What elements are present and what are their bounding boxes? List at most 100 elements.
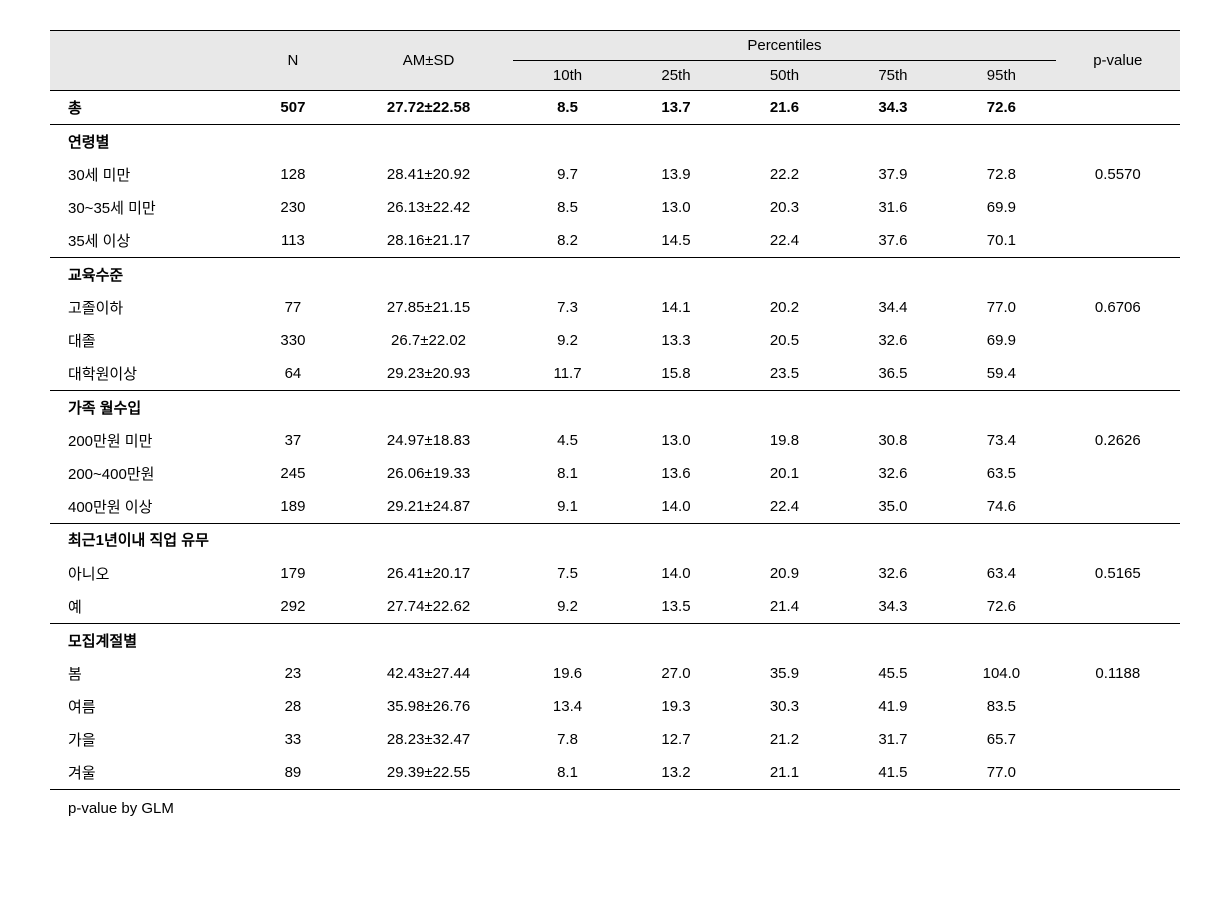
- cell-p10: 7.8: [513, 723, 621, 756]
- cell-p25: 14.1: [622, 291, 730, 324]
- cell-p10: 9.2: [513, 324, 621, 357]
- cell-p50: 21.6: [730, 91, 838, 125]
- row-label: 대학원이상: [50, 357, 242, 391]
- group-header-row: 최근1년이내 직업 유무: [50, 524, 1180, 558]
- cell-p95: 70.1: [947, 224, 1055, 258]
- cell-pvalue: [1056, 756, 1180, 790]
- cell-pvalue: [1056, 690, 1180, 723]
- table-row: 35세 이상11328.16±21.178.214.522.437.670.1: [50, 224, 1180, 258]
- cell-p50: 23.5: [730, 357, 838, 391]
- cell-n: 189: [242, 490, 344, 524]
- cell-pvalue: [1056, 723, 1180, 756]
- cell-pvalue: 0.2626: [1056, 424, 1180, 457]
- table-row: 예29227.74±22.629.213.521.434.372.6: [50, 590, 1180, 624]
- cell-p50: 20.3: [730, 191, 838, 224]
- cell-amsd: 24.97±18.83: [344, 424, 514, 457]
- table-row: 200만원 미만3724.97±18.834.513.019.830.873.4…: [50, 424, 1180, 457]
- cell-amsd: 27.85±21.15: [344, 291, 514, 324]
- cell-p10: 8.2: [513, 224, 621, 258]
- cell-p10: 8.5: [513, 91, 621, 125]
- cell-p75: 41.5: [839, 756, 947, 790]
- group-header-row: 연령별: [50, 125, 1180, 159]
- cell-amsd: 35.98±26.76: [344, 690, 514, 723]
- col-p50: 50th: [730, 61, 838, 91]
- col-p75: 75th: [839, 61, 947, 91]
- cell-amsd: 26.13±22.42: [344, 191, 514, 224]
- cell-n: 89: [242, 756, 344, 790]
- table-row: 가을3328.23±32.477.812.721.231.765.7: [50, 723, 1180, 756]
- cell-amsd: 28.23±32.47: [344, 723, 514, 756]
- cell-p10: 4.5: [513, 424, 621, 457]
- cell-amsd: 26.7±22.02: [344, 324, 514, 357]
- col-p10: 10th: [513, 61, 621, 91]
- cell-p95: 72.6: [947, 590, 1055, 624]
- cell-p25: 12.7: [622, 723, 730, 756]
- row-label: 아니오: [50, 557, 242, 590]
- col-p95: 95th: [947, 61, 1055, 91]
- cell-amsd: 42.43±27.44: [344, 657, 514, 690]
- cell-p50: 20.9: [730, 557, 838, 590]
- cell-p50: 19.8: [730, 424, 838, 457]
- row-label: 고졸이하: [50, 291, 242, 324]
- group-title: 가족 월수입: [50, 391, 242, 425]
- table-row: 200~400만원24526.06±19.338.113.620.132.663…: [50, 457, 1180, 490]
- cell-p75: 34.4: [839, 291, 947, 324]
- group-title: 교육수준: [50, 258, 242, 292]
- stats-table: N AM±SD Percentiles p-value 10th 25th 50…: [50, 30, 1180, 790]
- cell-pvalue: [1056, 191, 1180, 224]
- cell-p95: 74.6: [947, 490, 1055, 524]
- cell-n: 507: [242, 91, 344, 125]
- col-amsd: AM±SD: [344, 31, 514, 91]
- cell-p10: 19.6: [513, 657, 621, 690]
- cell-p50: 35.9: [730, 657, 838, 690]
- cell-p75: 35.0: [839, 490, 947, 524]
- col-percentiles: Percentiles: [513, 31, 1055, 61]
- table-row: 400만원 이상18929.21±24.879.114.022.435.074.…: [50, 490, 1180, 524]
- cell-n: 128: [242, 158, 344, 191]
- cell-pvalue: [1056, 490, 1180, 524]
- cell-p75: 32.6: [839, 324, 947, 357]
- cell-pvalue: [1056, 590, 1180, 624]
- cell-p25: 13.2: [622, 756, 730, 790]
- cell-amsd: 29.21±24.87: [344, 490, 514, 524]
- cell-p10: 9.2: [513, 590, 621, 624]
- group-title: 모집계절별: [50, 624, 242, 658]
- cell-n: 77: [242, 291, 344, 324]
- row-label: 겨울: [50, 756, 242, 790]
- cell-n: 245: [242, 457, 344, 490]
- cell-p10: 7.3: [513, 291, 621, 324]
- cell-p75: 36.5: [839, 357, 947, 391]
- cell-p75: 34.3: [839, 590, 947, 624]
- cell-p95: 65.7: [947, 723, 1055, 756]
- row-label: 200만원 미만: [50, 424, 242, 457]
- cell-p10: 11.7: [513, 357, 621, 391]
- table-body: 총50727.72±22.588.513.721.634.372.6연령별30세…: [50, 91, 1180, 790]
- row-label: 봄: [50, 657, 242, 690]
- cell-n: 113: [242, 224, 344, 258]
- cell-p50: 20.5: [730, 324, 838, 357]
- cell-p10: 13.4: [513, 690, 621, 723]
- cell-amsd: 28.16±21.17: [344, 224, 514, 258]
- cell-p50: 20.1: [730, 457, 838, 490]
- cell-p95: 59.4: [947, 357, 1055, 391]
- cell-p95: 104.0: [947, 657, 1055, 690]
- cell-p95: 73.4: [947, 424, 1055, 457]
- cell-p75: 32.6: [839, 457, 947, 490]
- cell-p95: 63.5: [947, 457, 1055, 490]
- cell-amsd: 28.41±20.92: [344, 158, 514, 191]
- cell-p75: 31.7: [839, 723, 947, 756]
- cell-p95: 77.0: [947, 756, 1055, 790]
- row-label: 400만원 이상: [50, 490, 242, 524]
- cell-n: 179: [242, 557, 344, 590]
- cell-p95: 77.0: [947, 291, 1055, 324]
- cell-p95: 72.8: [947, 158, 1055, 191]
- cell-p10: 8.1: [513, 756, 621, 790]
- cell-pvalue: 0.5570: [1056, 158, 1180, 191]
- cell-pvalue: [1056, 324, 1180, 357]
- col-pvalue: p-value: [1056, 31, 1180, 91]
- row-label: 35세 이상: [50, 224, 242, 258]
- cell-n: 28: [242, 690, 344, 723]
- cell-p95: 69.9: [947, 191, 1055, 224]
- cell-p75: 31.6: [839, 191, 947, 224]
- cell-p25: 13.5: [622, 590, 730, 624]
